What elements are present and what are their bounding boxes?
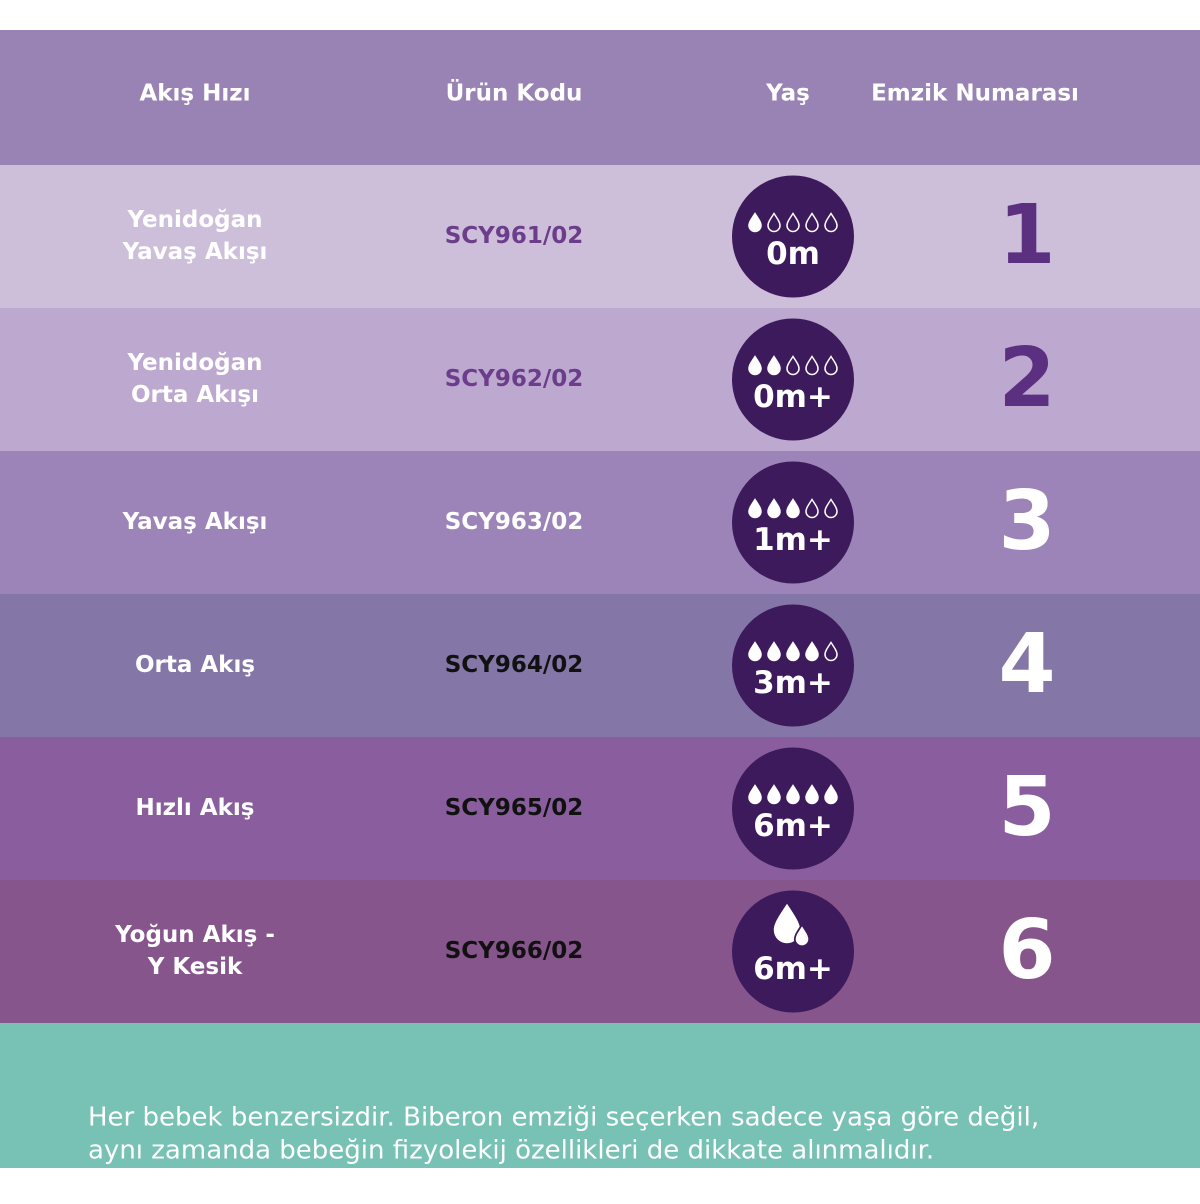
drop-icon	[767, 498, 781, 519]
nipple-number: 2	[998, 331, 1055, 426]
product-code: SCY961/02	[445, 223, 584, 249]
drop-icon	[805, 641, 819, 662]
age-text: 0m+	[753, 379, 833, 415]
age-text: 6m+	[753, 808, 833, 844]
row-bg	[0, 308, 1200, 451]
drop-icon	[786, 784, 800, 805]
flow-text: Hızlı Akış	[136, 795, 255, 821]
drop-icon	[786, 212, 800, 233]
product-code: SCY962/02	[445, 366, 584, 392]
row-bg	[0, 880, 1200, 1023]
nipple-number: 6	[998, 903, 1055, 998]
age-badge	[732, 747, 854, 870]
row-bg	[0, 165, 1200, 308]
drop-icon	[824, 355, 838, 376]
drop-icon	[786, 498, 800, 519]
drop-icon	[748, 784, 762, 805]
drop-icon	[786, 641, 800, 662]
age-badge	[732, 604, 854, 727]
flow-text: Y Kesik	[147, 954, 243, 980]
drop-icon	[805, 212, 819, 233]
flow-text: Orta Akış	[135, 652, 255, 678]
footer-text: aynı zamanda bebeğin fizyolekij özellikl…	[88, 1136, 934, 1166]
drop-icon	[767, 784, 781, 805]
drop-icon	[748, 212, 762, 233]
nipple-number: 5	[998, 760, 1055, 855]
flow-text: Yenidoğan	[126, 207, 262, 233]
drop-icon	[805, 355, 819, 376]
drop-icon	[824, 641, 838, 662]
header-cell: Emzik Numarası	[871, 81, 1079, 107]
row-bg	[0, 594, 1200, 737]
age-text: 3m+	[753, 665, 833, 701]
row-bg	[0, 451, 1200, 594]
header-bg	[0, 30, 1200, 165]
age-badge	[732, 175, 854, 298]
drop-icon	[793, 923, 811, 948]
flow-text: Yavaş Akışı	[122, 239, 268, 265]
drop-icon	[767, 212, 781, 233]
nipple-number: 1	[998, 188, 1055, 283]
age-badge	[732, 318, 854, 441]
age-badge	[732, 461, 854, 584]
age-badge	[732, 890, 854, 1013]
product-code: SCY965/02	[445, 795, 584, 821]
drop-icon	[824, 498, 838, 519]
footer-text: Her bebek benzersizdir. Biberon emziği s…	[88, 1103, 1039, 1133]
age-text: 6m+	[753, 951, 833, 987]
header-cell: Akış Hızı	[139, 81, 250, 107]
drop-icon	[748, 498, 762, 519]
row-bg	[0, 737, 1200, 880]
drop-icon	[748, 641, 762, 662]
drop-icon	[786, 355, 800, 376]
footer-bg	[0, 1023, 1200, 1168]
drop-icon	[824, 784, 838, 805]
flow-text: Yavaş Akışı	[122, 509, 268, 535]
drop-icon	[773, 903, 801, 944]
product-code: SCY963/02	[445, 509, 584, 535]
drop-icon	[767, 355, 781, 376]
age-text: 1m+	[753, 522, 833, 558]
drop-icon	[805, 498, 819, 519]
flow-text: Orta Akışı	[131, 382, 259, 408]
flow-text: Yenidoğan	[126, 350, 262, 376]
rows: Yenidoğan Yavaş Akışı SCY961/02 0m 1 Yenidoğa…	[0, 165, 1200, 1023]
header-cell: Ürün Kodu	[446, 79, 583, 107]
drop-icon	[805, 784, 819, 805]
flow-text: Yoğun Akış -	[114, 922, 275, 948]
nipple-number: 3	[998, 474, 1055, 569]
drop-icon	[748, 355, 762, 376]
drop-icon	[824, 212, 838, 233]
product-code: SCY964/02	[445, 652, 584, 678]
drop-icon	[767, 641, 781, 662]
age-text: 0m	[766, 236, 820, 272]
product-code: SCY966/02	[445, 938, 584, 964]
header-cell: Yaş	[765, 81, 810, 107]
nipple-number: 4	[998, 617, 1055, 712]
